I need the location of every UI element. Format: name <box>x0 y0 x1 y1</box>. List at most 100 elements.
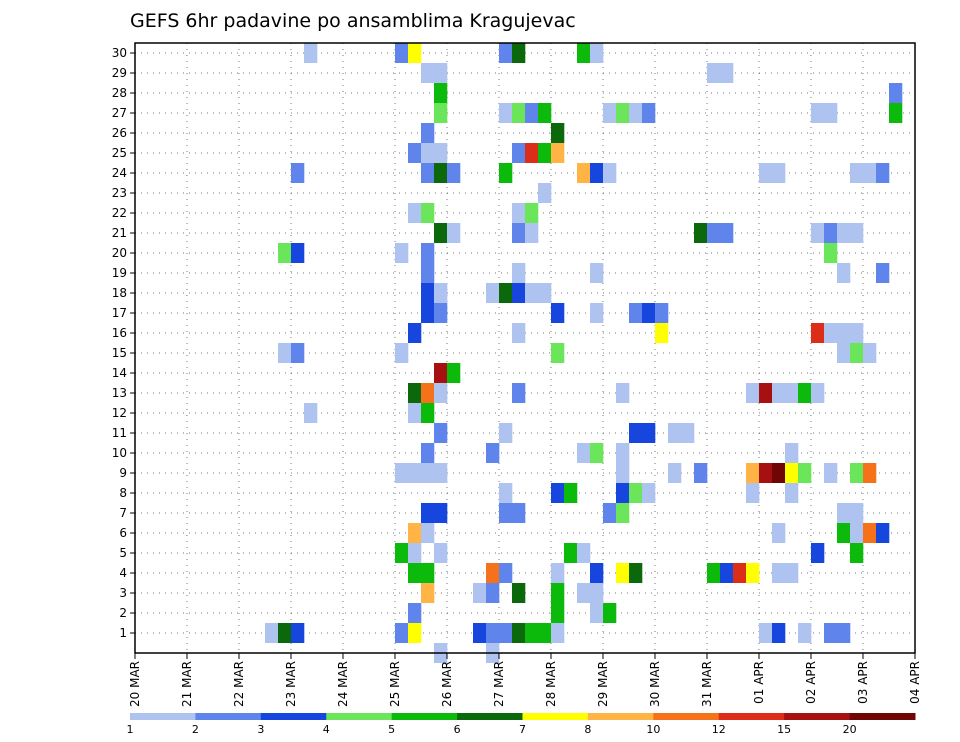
heatmap-cell <box>850 463 864 483</box>
heatmap-cell <box>616 463 630 483</box>
heatmap-cell <box>837 343 851 363</box>
heatmap-cell <box>785 443 799 463</box>
heatmap-cell <box>824 243 838 263</box>
heatmap-cell <box>603 603 617 623</box>
heatmap-cell <box>408 323 422 343</box>
heatmap-cell <box>577 43 591 63</box>
heatmap-cell <box>577 583 591 603</box>
heatmap-cell <box>720 563 734 583</box>
heatmap-cell <box>434 223 448 243</box>
heatmap-cell <box>408 203 422 223</box>
heatmap-cell <box>512 583 526 603</box>
heatmap-cell <box>642 483 656 503</box>
y-tick-label: 13 <box>112 386 127 400</box>
chart-title: GEFS 6hr padavine po ansamblima Kragujev… <box>130 10 576 32</box>
heatmap-cell <box>421 243 435 263</box>
heatmap-cell <box>395 463 409 483</box>
heatmap-cell <box>837 623 851 643</box>
heatmap-cell <box>421 403 435 423</box>
heatmap-cell <box>551 303 565 323</box>
legend-swatch <box>784 713 851 720</box>
heatmap-cell <box>590 443 604 463</box>
heatmap-cell <box>538 103 552 123</box>
heatmap-cell <box>421 523 435 543</box>
heatmap-cell <box>551 603 565 623</box>
y-tick-label: 9 <box>119 466 127 480</box>
heatmap-cell <box>850 503 864 523</box>
heatmap-cell <box>616 563 630 583</box>
y-tick-label: 22 <box>112 206 127 220</box>
heatmap-cell <box>746 383 760 403</box>
legend-label: 1 <box>127 723 134 736</box>
heatmap-cell <box>616 383 630 403</box>
heatmap-cell <box>434 543 448 563</box>
heatmap-cell <box>499 103 513 123</box>
heatmap-cell <box>421 583 435 603</box>
heatmap-cell <box>434 423 448 443</box>
x-tick-label: 23 MAR <box>284 661 298 707</box>
heatmap-cell <box>525 103 539 123</box>
heatmap-cell <box>694 223 708 243</box>
heatmap-cell <box>434 363 448 383</box>
heatmap-cell <box>408 563 422 583</box>
heatmap-cell <box>590 263 604 283</box>
heatmap-cell <box>499 483 513 503</box>
legend-label: 7 <box>519 723 526 736</box>
heatmap-cell <box>863 163 877 183</box>
heatmap-cell <box>850 523 864 543</box>
x-tick-label: 29 MAR <box>596 661 610 707</box>
heatmap-cell <box>603 103 617 123</box>
heatmap-cell <box>603 503 617 523</box>
x-tick-label: 01 APR <box>752 661 766 704</box>
heatmap-cell <box>395 543 409 563</box>
heatmap-cell <box>499 43 513 63</box>
heatmap-cell <box>499 163 513 183</box>
y-tick-label: 3 <box>119 586 127 600</box>
heatmap-cell <box>486 563 500 583</box>
x-tick-label: 26 MAR <box>440 661 454 707</box>
heatmap-cell <box>421 263 435 283</box>
heatmap-cell <box>772 463 786 483</box>
heatmap-cell <box>395 243 409 263</box>
heatmap-cell <box>486 443 500 463</box>
heatmap-cell <box>668 423 682 443</box>
heatmap-cell <box>655 303 669 323</box>
grid-layer <box>135 43 915 653</box>
heatmap-cell <box>863 343 877 363</box>
heatmap-cell <box>512 623 526 643</box>
legend-swatch <box>195 713 262 720</box>
legend-label: 8 <box>584 723 591 736</box>
y-tick-label: 29 <box>112 66 127 80</box>
heatmap-cell <box>889 83 903 103</box>
y-tick-label: 17 <box>112 306 127 320</box>
heatmap-cell <box>291 343 305 363</box>
heatmap-cell <box>681 423 695 443</box>
heatmap-cell <box>512 223 526 243</box>
heatmap-cell <box>278 623 292 643</box>
x-tick-label: 04 APR <box>908 661 922 704</box>
heatmap-cell <box>772 163 786 183</box>
heatmap-cell <box>772 563 786 583</box>
heatmap-cell <box>655 323 669 343</box>
heatmap-cell <box>824 103 838 123</box>
legend: 1 2 3 4 5 6 7 8 10 12 15 20 <box>127 713 916 736</box>
y-tick-label: 2 <box>119 606 127 620</box>
heatmap-cell <box>291 623 305 643</box>
heatmap-cell <box>642 423 656 443</box>
heatmap-cell <box>421 383 435 403</box>
heatmap-cell <box>590 43 604 63</box>
heatmap-cell <box>278 343 292 363</box>
heatmap-cell <box>811 323 825 343</box>
heatmap-cell <box>564 483 578 503</box>
y-tick-label: 20 <box>112 246 127 260</box>
heatmap-cell <box>408 43 422 63</box>
heatmap-cell <box>590 583 604 603</box>
heatmap-cell <box>590 603 604 623</box>
heatmap-cell <box>395 343 409 363</box>
y-tick-label: 26 <box>112 126 127 140</box>
heatmap-cell <box>720 223 734 243</box>
heatmap-cell <box>785 563 799 583</box>
heatmap-cell <box>551 563 565 583</box>
y-tick-label: 15 <box>112 346 127 360</box>
heatmap-cell <box>850 223 864 243</box>
